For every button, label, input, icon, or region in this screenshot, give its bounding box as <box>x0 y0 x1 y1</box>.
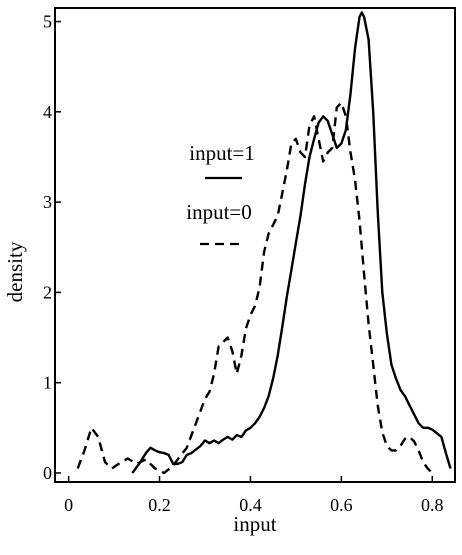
series-line-input-0 <box>76 101 434 475</box>
legend-label-input-1: input=1 <box>189 141 255 165</box>
y-tick-label: 2 <box>43 282 52 302</box>
y-tick-label: 0 <box>43 463 52 483</box>
x-axis-label: input <box>233 512 276 536</box>
x-tick-label: 0.8 <box>421 495 444 515</box>
x-tick-label: 0.4 <box>239 495 262 515</box>
y-axis-ticks: 0 1 2 3 4 5 <box>43 12 61 483</box>
y-tick-label: 5 <box>43 12 52 32</box>
x-tick-label: 0.6 <box>330 495 353 515</box>
y-tick-label: 3 <box>43 192 52 212</box>
y-tick-label: 4 <box>43 102 52 122</box>
legend-label-input-0: input=0 <box>186 200 252 224</box>
series-line-input-1 <box>131 11 452 474</box>
x-tick-label: 0 <box>64 495 73 515</box>
x-tick-label: 0.2 <box>148 495 171 515</box>
legend: input=1 input=0 <box>186 141 255 246</box>
plot-frame <box>54 7 456 483</box>
series-layer <box>76 11 452 475</box>
y-axis-label: density <box>3 241 27 302</box>
x-axis-ticks: 0 0.2 0.4 0.6 0.8 <box>64 476 444 515</box>
y-tick-label: 1 <box>43 373 52 393</box>
